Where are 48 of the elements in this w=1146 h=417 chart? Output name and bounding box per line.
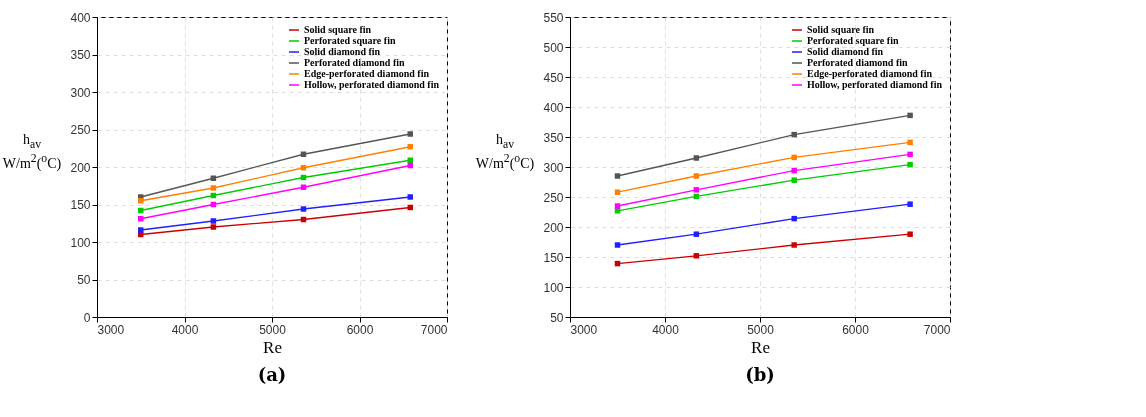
legend-label: Hollow, perforated diamond fin [807,79,943,90]
y-tick-label: 350 [543,130,564,145]
x-tick-label: 6000 [842,322,870,337]
legend-label: Perforated square fin [304,35,396,46]
y-tick-label: 450 [543,70,564,85]
y-tick-label: 500 [543,40,564,55]
x-tick-label: 7000 [923,322,951,337]
x-tick-label: 5000 [747,322,775,337]
y-tick-label: 100 [70,235,91,250]
legend-label: Edge-perforated diamond fin [807,68,933,79]
y-tick-label: 50 [550,310,564,325]
y-tick-label: 150 [543,250,564,265]
x-axis-title: Re [751,337,770,357]
legend-label: Solid diamond fin [304,46,381,57]
y-tick-label: 100 [543,280,564,295]
legend-label: Hollow, perforated diamond fin [304,79,440,90]
y-tick-label: 300 [543,160,564,175]
y-tick-label: 550 [543,10,564,25]
legend-label: Perforated diamond fin [304,57,405,68]
legend-label: Perforated square fin [807,35,899,46]
x-tick-label: 3000 [97,322,125,337]
legend-label: Edge-perforated diamond fin [304,68,430,79]
y-tick-label: 250 [70,123,91,137]
y-tick-label: 50 [77,273,91,287]
y-tick-label: 200 [543,220,564,235]
y-tick-label: 250 [543,190,564,205]
legend-label: Solid square fin [304,24,372,35]
legend-label: Solid diamond fin [807,46,884,57]
x-tick-label: 4000 [652,322,680,337]
text: (a) [257,364,287,385]
legend-label: Solid square fin [807,24,875,35]
y-tick-label: 350 [70,48,91,62]
y-tick-label: 150 [70,198,91,212]
text: (b) [745,364,775,385]
y-tick-label: 0 [83,310,91,325]
x-tick-label: 5000 [259,322,287,337]
y-axis-title: h$_{av}$ W/m$^{2}$($^{o}$C) [474,131,536,173]
y-tick-label: 400 [543,100,564,115]
y-axis-title: h$_{av}$ W/m$^{2}$($^{o}$C) [1,131,63,173]
y-tick-label: 300 [70,85,91,100]
x-tick-label: 6000 [346,322,374,337]
x-axis-title: Re [263,337,282,357]
y-tick-label: 200 [70,160,91,175]
x-tick-label: 7000 [420,322,448,337]
legend-label: Perforated diamond fin [807,57,908,68]
y-tick-label: 400 [70,10,91,25]
x-tick-label: 4000 [171,322,199,337]
x-tick-label: 3000 [570,322,598,337]
